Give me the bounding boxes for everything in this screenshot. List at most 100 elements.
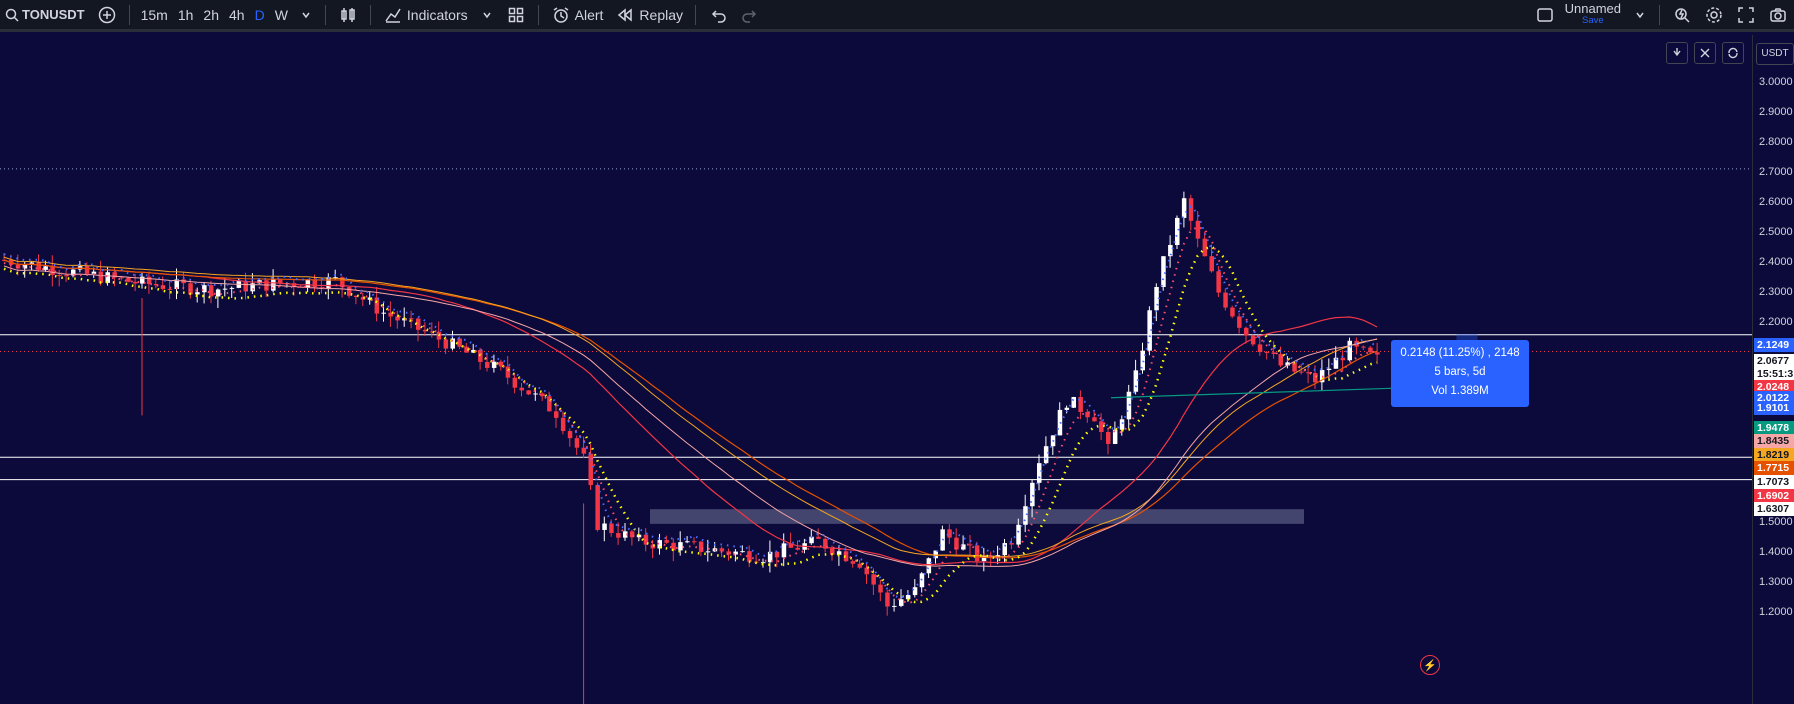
candle-body (305, 280, 311, 288)
price-badge: 1.8435 (1754, 434, 1794, 448)
candle-body (1292, 362, 1297, 372)
price-axis[interactable]: USDT 3.0000 2.9000 2.8000 2.7000 2.6000 2.500… (1752, 35, 1794, 704)
candle-body (195, 292, 200, 295)
price-badge: 1.6307 (1754, 502, 1794, 516)
axis-tick: 3.0000 (1759, 76, 1793, 88)
interval-w[interactable]: W (274, 6, 288, 23)
symbol-search[interactable]: TONUSDT (0, 0, 91, 31)
candle-body (830, 548, 835, 555)
candle-body (981, 556, 987, 562)
layout-save[interactable]: Save (1581, 14, 1604, 26)
candle-body (1147, 310, 1152, 351)
candle-body (1195, 220, 1201, 239)
compare-button[interactable] (91, 0, 123, 31)
price-chart[interactable]: 0.2148 (11.25%) , 2148 5 bars, 5d Vol 1.… (0, 35, 1752, 704)
candle-body (540, 393, 545, 397)
candle-body (174, 279, 179, 290)
interval-d[interactable]: D (254, 6, 265, 23)
indicators-icon (383, 5, 403, 25)
candle-body (388, 312, 393, 317)
candle-body (878, 584, 883, 593)
reset-view-button[interactable] (1722, 42, 1744, 64)
candle-body (91, 271, 97, 274)
candle-body (381, 312, 386, 314)
price-badge: 1.9478 (1754, 421, 1794, 435)
candle-body (692, 541, 697, 543)
lightning-icon[interactable]: ⚡ (1420, 655, 1440, 675)
candle-body (1037, 463, 1042, 483)
candle-body (1161, 256, 1166, 288)
measure-tooltip: 0.2148 (11.25%) , 2148 5 bars, 5d Vol 1.… (1391, 340, 1529, 407)
collapse-button[interactable] (1694, 42, 1716, 64)
scroll-to-latest-button[interactable] (1666, 42, 1688, 64)
axis-tick: 2.5000 (1759, 226, 1793, 238)
snapshot-button[interactable] (1762, 0, 1794, 31)
chevron-down-icon (477, 5, 497, 25)
candle-body (664, 540, 669, 543)
chart-canvas[interactable] (0, 35, 1752, 704)
candles-icon (338, 5, 358, 25)
interval-2h[interactable]: 2h (203, 6, 219, 23)
alert-button[interactable]: Alert (545, 0, 610, 31)
divider (324, 4, 326, 25)
axis-tick: 2.8000 (1759, 136, 1793, 148)
indicators-button[interactable]: Indicators (377, 0, 474, 31)
candle-body (15, 264, 21, 269)
templates-button[interactable] (500, 0, 532, 31)
chart-type-button[interactable] (332, 0, 364, 31)
divider (1659, 4, 1660, 25)
rewind-icon (615, 5, 635, 25)
redo-button[interactable] (734, 0, 766, 31)
candle-body (505, 366, 511, 378)
price-badge: 2.1249 (1754, 338, 1794, 352)
candle-body (678, 542, 683, 551)
settings-button[interactable] (1698, 0, 1730, 31)
candle-body (836, 551, 842, 555)
indicators-dropdown[interactable] (474, 0, 500, 31)
interval-15m[interactable]: 15m (140, 6, 168, 23)
candle-body (1112, 429, 1118, 444)
undo-button[interactable] (702, 0, 734, 31)
candle-body (616, 533, 621, 538)
candle-body (1188, 198, 1194, 221)
candle-body (1092, 417, 1097, 422)
replay-button[interactable]: Replay (609, 0, 689, 31)
candle-body (112, 272, 117, 278)
candle-body (167, 288, 173, 290)
alert-label: Alert (574, 6, 604, 23)
candle-body (1133, 370, 1139, 392)
ma-line-orange (3, 259, 1378, 559)
candle-body (719, 548, 725, 552)
interval-4h[interactable]: 4h (229, 6, 245, 23)
candle-body (747, 551, 752, 562)
measure-volume: Vol 1.389M (1431, 385, 1489, 397)
candle-body (629, 531, 635, 538)
replay-label: Replay (639, 6, 684, 23)
candle-body (1375, 352, 1380, 355)
candle-body (740, 551, 745, 553)
candle-body (581, 447, 587, 454)
layout-dropdown[interactable] (1627, 0, 1653, 31)
divider (369, 4, 371, 25)
layout-name-block: Unnamed Save (1565, 2, 1621, 27)
interval-1h[interactable]: 1h (177, 6, 194, 23)
candle-body (202, 285, 207, 293)
price-badge: 1.9101 (1754, 401, 1794, 415)
quick-search-button[interactable] (1666, 0, 1698, 31)
candle-body (443, 339, 449, 349)
axis-tick: 1.2000 (1759, 606, 1793, 618)
interval-dropdown[interactable] (293, 0, 319, 31)
layout-button[interactable]: Unnamed Save (1529, 0, 1627, 31)
candle-body (636, 534, 642, 538)
fullscreen-button[interactable] (1730, 0, 1762, 31)
candle-body (602, 523, 607, 530)
candle-body (912, 587, 918, 596)
candle-body (1285, 362, 1290, 366)
candle-body (57, 275, 62, 277)
candle-body (1306, 372, 1311, 374)
currency-label[interactable]: USDT (1756, 43, 1794, 65)
alarm-clock-icon (551, 5, 571, 25)
candle-body (1009, 543, 1014, 545)
candle-body (471, 349, 476, 353)
candle-body (1237, 316, 1242, 328)
